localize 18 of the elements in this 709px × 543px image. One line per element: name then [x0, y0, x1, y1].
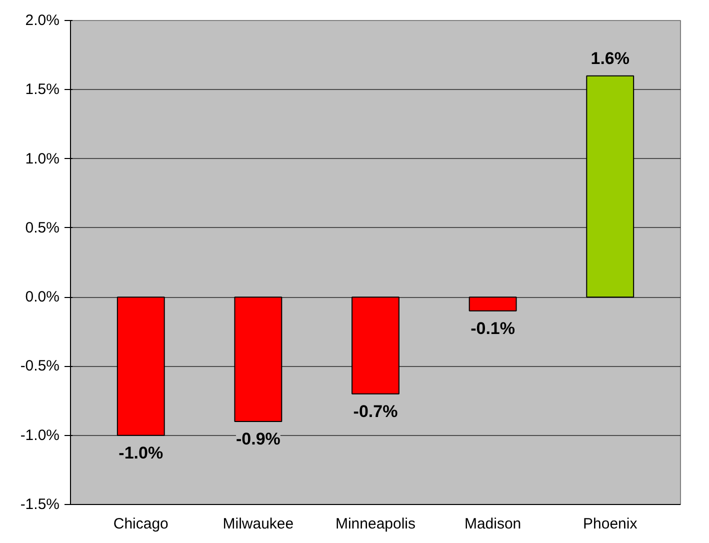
y-tick-label: -0.5%: [20, 358, 60, 375]
data-label: -1.0%: [118, 443, 164, 462]
y-tick-label: 0.0%: [25, 288, 60, 306]
x-tick-label: Chicago: [113, 516, 168, 532]
x-tick-label: Milwaukee: [222, 516, 294, 532]
data-label: -0.9%: [236, 430, 280, 449]
x-tick-label: Madison: [464, 516, 522, 532]
y-tick-label: 0.5%: [25, 219, 60, 236]
x-tick-label: Phoenix: [583, 516, 638, 532]
y-tick-label: 1.5%: [25, 81, 60, 98]
data-label: 1.6%: [590, 48, 630, 68]
y-tick-label: -1.0%: [20, 426, 60, 444]
y-tick-label: -1.5%: [20, 496, 60, 513]
y-tick-label: 1.0%: [25, 150, 60, 168]
data-label: -0.1%: [470, 318, 516, 338]
data-label: -0.7%: [353, 402, 398, 421]
y-tick-label: 2.0%: [25, 12, 60, 29]
x-tick-label: Minneapolis: [335, 516, 416, 532]
